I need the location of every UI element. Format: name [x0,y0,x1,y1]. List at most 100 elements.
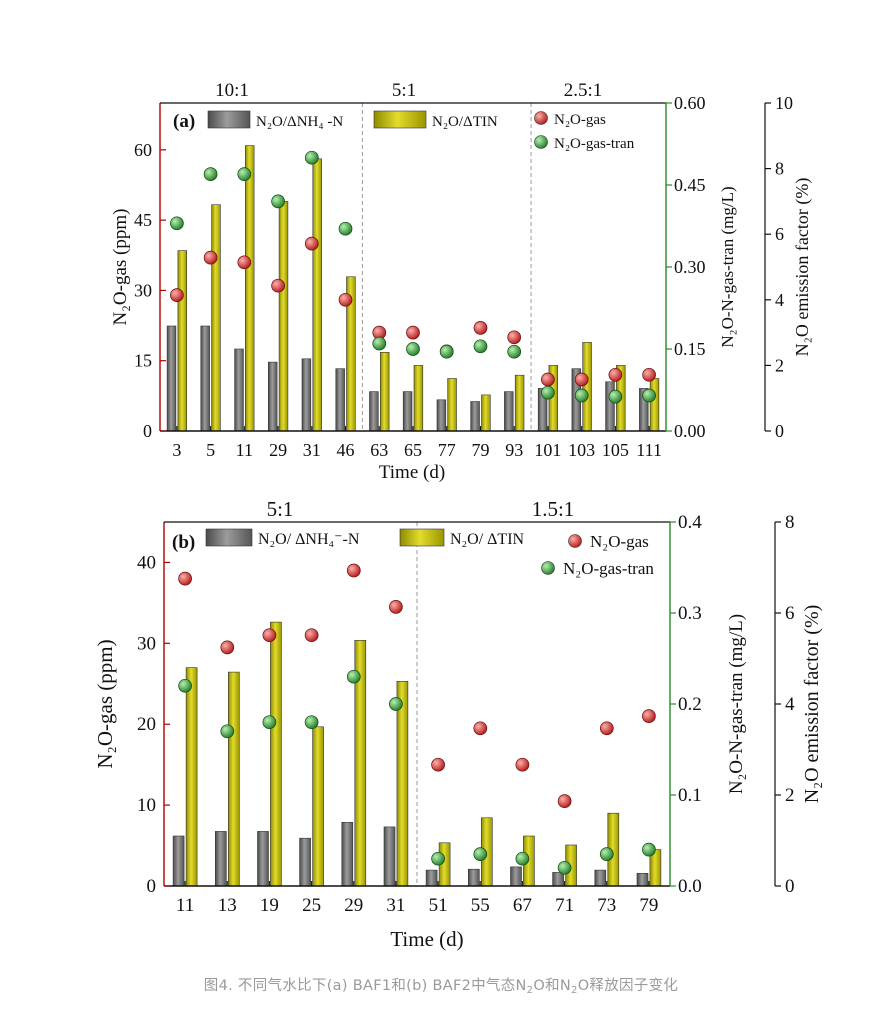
right-tick-label: 10 [775,93,793,113]
point-n2o-gas [262,628,277,643]
point-n2o-gas-tran [346,669,361,684]
chart-panel-b: 0 10 20 30 40 0.0 0.1 0.2 0.3 0.4 0 2 4 6 8 11 13 19 25 29 3… [93,497,823,951]
bar-nh4-ratio [166,325,177,432]
point-n2o-gas [170,288,184,302]
bar-tin-ratio [413,365,424,432]
bar-nh4-ratio [301,358,312,432]
point-n2o-gas [473,321,488,335]
point-n2o-gas-tran [642,842,656,857]
point-n2o-gas [557,794,572,808]
bar-tin-ratio [379,351,390,432]
left-tick-label: 30 [137,633,156,654]
bar-nh4-ratio [215,831,227,887]
panel-label: (b) [172,532,195,553]
point-n2o-gas-tran [642,388,656,403]
point-n2o-gas [304,628,319,643]
left-tick-label: 0 [147,876,157,897]
point-n2o-gas [473,721,488,736]
bar-tin-ratio [211,204,221,432]
point-n2o-gas-tran [178,678,192,693]
legend-label: N₂O-gas-tran [563,559,654,578]
x-tick-label: 105 [602,440,629,460]
bar-tin-ratio [185,667,198,887]
caption-sub-2: 2 [571,985,578,996]
bar-tin-ratio [278,201,289,432]
left-tick-label: 40 [137,552,156,573]
point-n2o-gas-tran [170,216,184,231]
left-tick-label: 15 [134,351,152,371]
bar-tin-ratio [270,621,282,887]
mid-tick-label: 0.0 [678,876,702,897]
point-n2o-gas-tran [599,847,614,861]
bar-tin-ratio [245,145,255,432]
bar-nh4-ratio [605,381,615,432]
phase-label: 10:1 [215,80,249,101]
left-tick-label: 10 [137,795,156,816]
legend-swatch [399,528,445,547]
legend-label: N₂O/ ΔTIN [450,531,525,548]
point-n2o-gas-tran [304,150,319,165]
bar-nh4-ratio [383,826,396,887]
bar-nh4-ratio [594,869,607,887]
bar-tin-ratio [514,374,525,432]
mid-tick-label: 0.1 [678,785,702,806]
x-tick-label: 31 [386,895,405,916]
left-tick-label: 20 [137,714,156,735]
left-tick-label: 60 [134,140,152,160]
point-n2o-gas-tran [338,221,353,236]
point-n2o-gas [507,330,522,345]
right-tick-label: 4 [775,290,784,310]
point-n2o-gas-tran [262,715,277,730]
mid-tick-label: 0.30 [674,257,706,277]
caption-prefix: 图4. 不同气水比下(a) BAF1和(b) BAF2中气态N [203,978,527,994]
x-tick-label: 46 [337,440,355,460]
caption-mid: O和N [533,978,572,994]
x-tick-label: 55 [471,895,490,916]
legend-label: N₂O/ΔNH₄ -N [256,114,343,130]
right-tick-label: 6 [775,224,784,244]
bar-nh4-ratio [172,835,185,887]
y-axis-title: N₂O-gas (ppm) [93,639,117,768]
bar-nh4-ratio [467,868,480,887]
x-tick-label: 65 [404,440,422,460]
x-tick-label: 31 [303,440,321,460]
bar-nh4-ratio [552,872,564,887]
point-n2o-gas-tran [608,389,623,404]
x-tick-label: 3 [172,440,181,460]
point-n2o-gas-tran [541,385,555,400]
bar-tin-ratio [312,726,324,887]
right-tick-label: 0 [785,876,795,897]
mid-tick-label: 0.4 [678,512,702,533]
mid-tick-label: 0.15 [674,339,706,359]
point-n2o-gas-tran [304,715,319,730]
point-n2o-gas [642,709,656,723]
x-tick-label: 103 [568,440,595,460]
bar-tin-ratio [396,680,409,887]
mid-tick-label: 0.2 [678,694,702,715]
x-tick-label: 73 [597,895,616,916]
point-n2o-gas-tran [372,336,387,351]
point-n2o-gas-tran [271,194,285,209]
figure-caption: 图4. 不同气水比下(a) BAF1和(b) BAF2中气态N2O和N2O释放因… [0,974,882,996]
y2-axis-title: N₂O-N-gas-tran (mg/L) [718,186,737,347]
point-n2o-gas [237,255,252,270]
point-n2o-gas [203,250,218,265]
point-n2o-gas-tran [515,851,530,866]
x-tick-label: 29 [344,895,363,916]
legend-label: N₂O/ΔTIN [432,114,498,130]
point-n2o-gas-tran [203,167,218,181]
bar-nh4-ratio [299,837,311,887]
right-tick-label: 6 [785,603,795,624]
x-tick-label: 11 [236,440,253,460]
bar-nh4-ratio [200,325,210,432]
legend-marker [568,534,582,548]
bar-tin-ratio [177,250,187,432]
phase-label: 5:1 [392,80,416,101]
point-n2o-gas-tran [431,851,445,866]
point-n2o-gas [304,236,319,251]
right-tick-label: 8 [775,159,784,179]
x-tick-label: 93 [505,440,523,460]
point-n2o-gas [642,367,656,382]
legend-label: N₂O-gas [554,112,606,128]
point-n2o-gas [574,372,589,387]
